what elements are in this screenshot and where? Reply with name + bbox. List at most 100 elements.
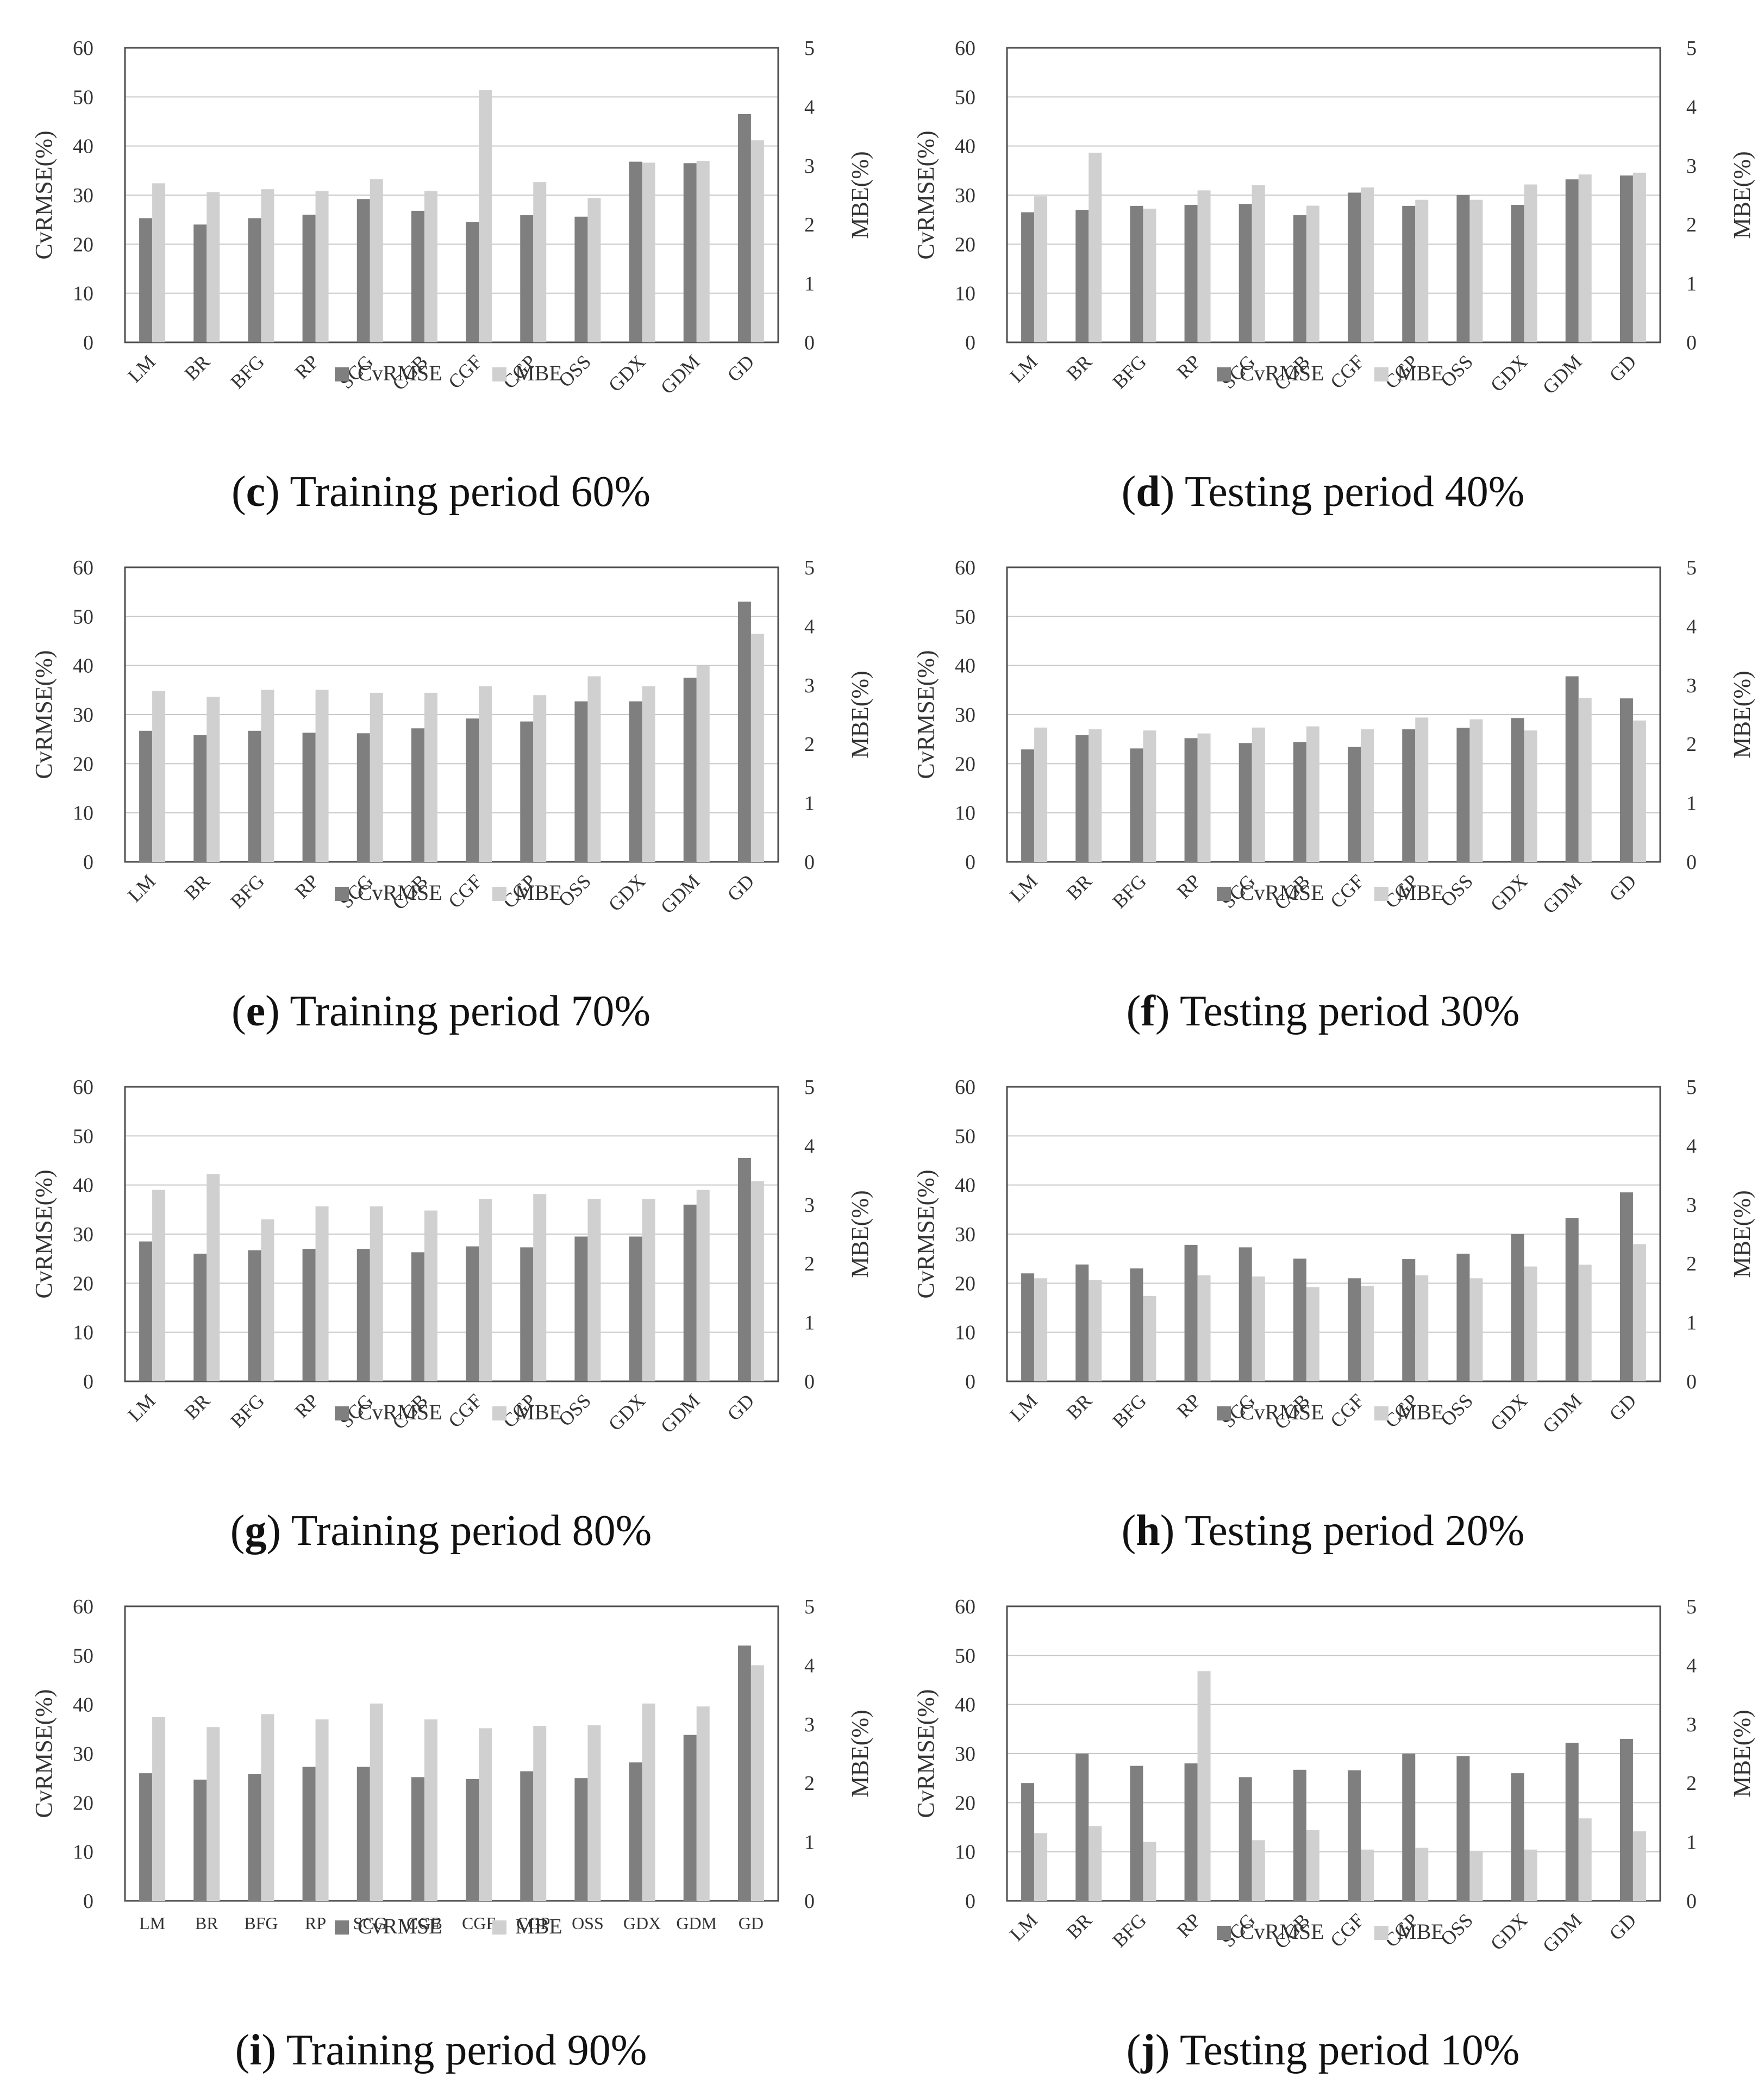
panel-f-xtick: LM bbox=[1005, 870, 1041, 906]
panel-f-ytick-right: 3 bbox=[1686, 674, 1697, 697]
panel-j-caption: (j) Testing period 10% bbox=[1126, 2026, 1520, 2074]
panel-e-bar-cvrmse-gdm bbox=[683, 678, 697, 862]
panel-e-bar-mbe-scg bbox=[370, 692, 383, 862]
panel-g-bar-cvrmse-rp bbox=[302, 1249, 316, 1381]
panel-h-bar-cvrmse-oss bbox=[1456, 1254, 1470, 1381]
chart-panel-f: 0 10 20 30 40 50 60 0 1 2 3 4 5 CvRMSE(%) MBE(%) LM BR BF… bbox=[882, 520, 1764, 1039]
panel-j-bar-mbe-gdx bbox=[1524, 1849, 1537, 1901]
panel-f-bar-cvrmse-br bbox=[1075, 735, 1089, 862]
panel-g-bar-cvrmse-gdx bbox=[629, 1236, 642, 1381]
panel-j-bar-cvrmse-gd bbox=[1619, 1738, 1633, 1901]
panel-c-bar-mbe-bfg bbox=[261, 189, 274, 342]
panel-h-bar-mbe-cgp bbox=[1415, 1275, 1429, 1381]
panel-g-bar-cvrmse-gd bbox=[737, 1157, 751, 1381]
panel-i-ytick-right: 0 bbox=[804, 1890, 815, 1913]
panel-e-ylabel-left: CvRMSE(%) bbox=[30, 650, 57, 779]
panel-i-xtick: SCG bbox=[353, 1913, 387, 1933]
panel-g-xtick: BFG bbox=[226, 1389, 268, 1432]
panel-i-ytick-right: 2 bbox=[804, 1772, 815, 1795]
panel-c-ytick-right: 5 bbox=[804, 37, 815, 60]
panel-h-bar-cvrmse-cgf bbox=[1348, 1278, 1361, 1381]
panel-c-caption: (c) Training period 60% bbox=[231, 468, 651, 516]
panel-f-ytick-left: 40 bbox=[955, 655, 975, 678]
panel-c-bar-cvrmse-cgb bbox=[411, 210, 424, 342]
panel-e-ytick-left: 50 bbox=[73, 605, 93, 628]
panel-d-bar-mbe-br bbox=[1089, 152, 1102, 342]
panel-i-bar-cvrmse-lm bbox=[139, 1773, 153, 1901]
panel-f-legend-label-mbe: MBE bbox=[1397, 880, 1444, 905]
panel-f-ylabel-left: CvRMSE(%) bbox=[912, 650, 939, 779]
panel-h-bar-mbe-scg bbox=[1252, 1276, 1265, 1381]
panel-i-bar-mbe-gdx bbox=[642, 1703, 655, 1901]
panel-f-ytick-right: 0 bbox=[1686, 851, 1697, 874]
panel-c-bar-mbe-cgf bbox=[479, 90, 492, 342]
panel-h-ytick-right: 2 bbox=[1686, 1253, 1697, 1275]
panel-j-ytick-left: 20 bbox=[955, 1792, 975, 1814]
panel-h-ytick-right: 5 bbox=[1686, 1076, 1697, 1099]
panel-j-xtick: GDX bbox=[1486, 1909, 1531, 1954]
panel-g-bar-mbe-cgb bbox=[424, 1210, 437, 1381]
panel-e-xtick: BFG bbox=[226, 870, 268, 912]
panel-j-bar-mbe-gd bbox=[1632, 1831, 1646, 1901]
chart-panel-e: 0 10 20 30 40 50 60 0 1 2 3 4 5 CvRMSE(%) MBE(%) LM BR BF… bbox=[0, 520, 882, 1039]
panel-j-legend-swatch-cvrmse bbox=[1217, 1926, 1231, 1940]
panel-c-caption-text: Training period 60% bbox=[279, 468, 651, 516]
panel-e-bar-mbe-oss bbox=[587, 676, 601, 862]
panel-j-bar-mbe-gdm bbox=[1578, 1818, 1592, 1901]
panel-g-bar-mbe-gd bbox=[750, 1181, 764, 1381]
panel-j-legend-label-mbe: MBE bbox=[1397, 1919, 1444, 1944]
panel-g-ylabel-left: CvRMSE(%) bbox=[30, 1169, 57, 1298]
panel-f-bar-mbe-bfg bbox=[1143, 730, 1156, 862]
panel-h-bar-cvrmse-gdx bbox=[1511, 1234, 1524, 1381]
panel-j-bar-mbe-cgb bbox=[1306, 1830, 1319, 1901]
panel-c-xtick: GDX bbox=[604, 350, 649, 396]
panel-e-xtick: CGF bbox=[444, 870, 486, 912]
panel-d-bar-mbe-cgf bbox=[1361, 187, 1374, 342]
panel-j-xtick: LM bbox=[1005, 1909, 1041, 1945]
panel-d-caption-text: Testing period 40% bbox=[1174, 468, 1525, 516]
panel-g-bar-mbe-gdx bbox=[642, 1198, 655, 1381]
panel-h-legend-label-mbe: MBE bbox=[1397, 1400, 1444, 1424]
panel-c-bar-cvrmse-rp bbox=[302, 215, 316, 342]
panel-i-ytick-right: 4 bbox=[804, 1654, 815, 1677]
panel-f-bar-mbe-cgf bbox=[1361, 729, 1374, 862]
panel-g-ytick-right: 1 bbox=[804, 1312, 815, 1335]
panel-d-bar-mbe-gdx bbox=[1524, 184, 1537, 342]
panel-g-bar-cvrmse-oss bbox=[574, 1236, 588, 1381]
panel-i-caption: (i) Training period 90% bbox=[235, 2026, 647, 2074]
panel-i-bar-cvrmse-cgf bbox=[466, 1779, 479, 1901]
panel-g-bar-cvrmse-gdm bbox=[683, 1204, 697, 1381]
panel-h-ytick-left: 0 bbox=[965, 1370, 975, 1393]
panel-d-bar-cvrmse-bfg bbox=[1130, 205, 1143, 342]
panel-e-ytick-right: 1 bbox=[804, 792, 815, 815]
panel-i-bar-cvrmse-cgp bbox=[520, 1771, 534, 1901]
panel-c-xtick: GDM bbox=[656, 350, 704, 398]
panel-d-bar-mbe-cgp bbox=[1415, 199, 1429, 342]
panel-i-bar-mbe-scg bbox=[370, 1703, 383, 1901]
panel-h-bar-cvrmse-br bbox=[1075, 1265, 1089, 1381]
panel-c-legend-swatch-cvrmse bbox=[335, 367, 349, 381]
panel-g-bar-cvrmse-scg bbox=[356, 1249, 370, 1381]
panel-g-ytick-right: 3 bbox=[804, 1194, 815, 1217]
panel-d-legend-swatch-cvrmse bbox=[1217, 367, 1231, 381]
panel-g-bar-cvrmse-bfg bbox=[248, 1250, 261, 1381]
panel-f-xtick: GDM bbox=[1538, 870, 1586, 918]
panel-f-ytick-left: 30 bbox=[955, 704, 975, 727]
panel-h-xtick: CGF bbox=[1326, 1389, 1368, 1432]
panel-j-ytick-right: 2 bbox=[1686, 1772, 1697, 1795]
panel-c-ytick-left: 20 bbox=[73, 233, 93, 256]
panel-c-ytick-left: 10 bbox=[73, 283, 93, 305]
panel-c-plot-frame bbox=[124, 47, 779, 343]
panel-e-bar-mbe-br bbox=[207, 697, 220, 862]
panel-d-ytick-right: 2 bbox=[1686, 214, 1697, 236]
panel-e-bar-cvrmse-rp bbox=[302, 733, 316, 862]
panel-h-bar-cvrmse-scg bbox=[1238, 1247, 1252, 1381]
panel-c-bar-mbe-br bbox=[207, 192, 220, 342]
panel-j-ytick-right: 5 bbox=[1686, 1595, 1697, 1618]
panel-i-xtick: GD bbox=[739, 1913, 764, 1933]
panel-j-bar-mbe-cgp bbox=[1415, 1848, 1429, 1901]
panel-j-bar-cvrmse-scg bbox=[1238, 1777, 1252, 1901]
panel-c-bar-mbe-oss bbox=[587, 198, 601, 342]
panel-e-bar-mbe-cgb bbox=[424, 692, 437, 862]
panel-e-ytick-left: 0 bbox=[83, 851, 93, 874]
